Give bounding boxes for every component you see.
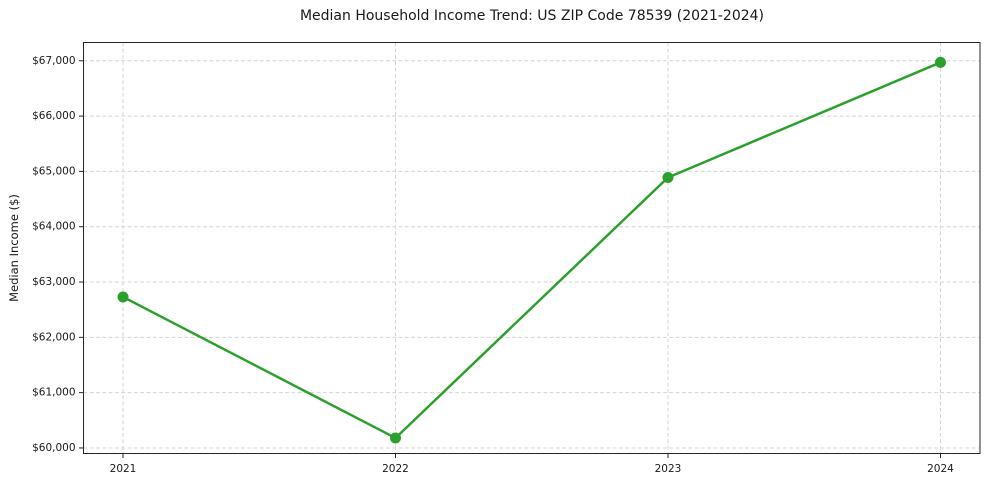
data-point: [662, 171, 674, 183]
x-tick-label: 2024: [927, 463, 954, 475]
data-point: [934, 56, 946, 68]
data-point: [117, 291, 129, 303]
chart-title: Median Household Income Trend: US ZIP Co…: [299, 8, 765, 24]
y-tick-label: $63,000: [32, 276, 75, 288]
y-tick-label: $62,000: [32, 331, 75, 343]
y-tick-label: $66,000: [32, 110, 75, 122]
x-tick-label: 2023: [655, 463, 682, 475]
plot-border: [83, 42, 981, 454]
x-tick-label: 2022: [382, 463, 409, 475]
x-tick-label: 2021: [110, 463, 137, 475]
y-tick-label: $61,000: [32, 387, 75, 399]
y-tick-label: $65,000: [32, 165, 75, 177]
data-line: [121, 61, 942, 440]
y-tick-label: $67,000: [32, 55, 75, 67]
y-tick-label: $64,000: [32, 221, 75, 233]
data-point: [390, 432, 402, 444]
y-tick-label: $60,000: [32, 442, 75, 454]
